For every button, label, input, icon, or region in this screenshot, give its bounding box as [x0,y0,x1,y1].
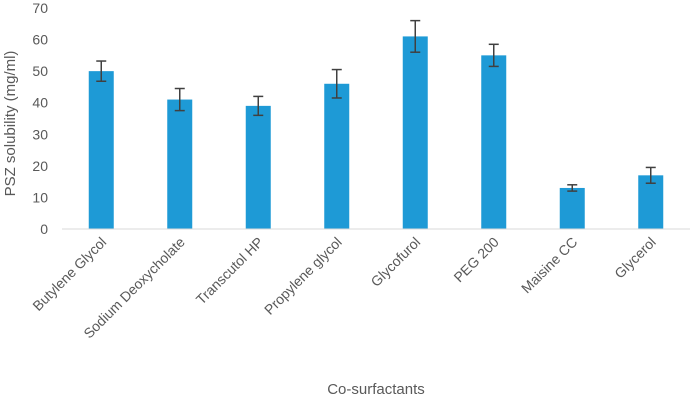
bar [88,71,114,230]
y-tick-label: 10 [32,189,48,205]
x-category-label: Maisine CC [518,234,580,296]
bar [481,55,507,229]
error-bar [174,87,185,112]
x-category-label: Butylene Glycol [29,234,109,314]
bar [638,175,664,229]
error-bar [253,95,264,117]
y-axis-ticks: 0 10 20 30 40 50 60 70 [32,0,48,237]
x-category-label: Glycerol [611,234,659,282]
y-axis-title: PSZ solubility (mg/ml) [2,51,19,197]
bars [88,36,664,230]
error-bar [96,60,107,82]
bar [324,83,350,230]
bar [245,105,271,229]
y-tick-label: 30 [32,126,48,142]
error-bar [331,68,342,99]
x-category-label: Propylene glycol [261,234,345,318]
y-tick-label: 50 [32,63,48,79]
bar [167,99,193,229]
bar [402,36,428,229]
x-category-label: Glycofurol [367,234,423,290]
y-tick-label: 60 [32,32,48,48]
error-bar [488,43,499,68]
y-tick-label: 20 [32,158,48,174]
y-tick-label: 70 [32,0,48,16]
y-tick-label: 40 [32,95,48,111]
y-tick-label: 0 [40,221,48,237]
bar [559,187,585,229]
x-category-label: Transcutol HP [193,234,267,308]
x-axis-title: Co-surfactants [327,381,425,398]
x-category-label: PEG 200 [450,234,502,286]
error-bar [645,166,656,184]
error-bars [96,19,656,192]
error-bar [410,19,421,53]
error-bar [567,184,578,192]
